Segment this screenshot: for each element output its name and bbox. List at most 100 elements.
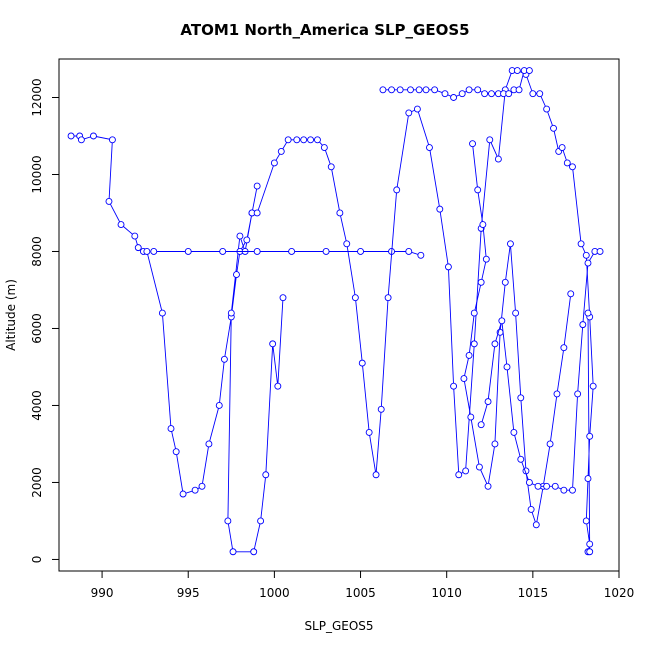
- data-point: [501, 278, 509, 286]
- data-point: [586, 548, 594, 556]
- data-point: [134, 244, 142, 252]
- data-point: [172, 448, 180, 456]
- data-point: [517, 455, 525, 463]
- data-point: [415, 86, 423, 94]
- data-point: [574, 390, 582, 398]
- data-point: [550, 124, 557, 132]
- data-point: [233, 271, 240, 279]
- data-point: [426, 144, 433, 151]
- data-point: [475, 463, 483, 471]
- x-tick-label: 1015: [518, 586, 549, 600]
- chart-title: ATOM1 North_America SLP_GEOS5: [180, 21, 469, 39]
- data-point: [488, 90, 495, 98]
- data-point: [393, 186, 401, 194]
- data-point: [191, 486, 199, 494]
- data-point: [584, 259, 592, 267]
- x-tick-label: 995: [177, 586, 200, 600]
- data-point: [431, 86, 439, 94]
- data-series-4: [379, 67, 533, 101]
- data-point: [293, 136, 301, 144]
- y-tick-label: 4000: [30, 390, 44, 421]
- data-point: [546, 440, 554, 448]
- data-point: [543, 482, 551, 490]
- data-point: [377, 405, 385, 413]
- data-point: [560, 344, 568, 352]
- data-point: [567, 290, 575, 298]
- data-point: [336, 209, 344, 217]
- data-series-3: [253, 67, 597, 556]
- data-point: [322, 248, 330, 255]
- y-axis-label: Altitude (m): [4, 279, 18, 351]
- data-point: [579, 321, 587, 329]
- data-point: [143, 248, 151, 255]
- data-point: [229, 548, 237, 556]
- data-point: [481, 90, 489, 98]
- series-layer: [67, 67, 604, 556]
- data-point: [558, 144, 566, 151]
- data-point: [586, 540, 594, 548]
- data-point: [532, 521, 540, 529]
- data-point: [484, 398, 492, 406]
- data-point: [560, 486, 568, 494]
- data-point: [358, 359, 366, 367]
- data-point: [372, 471, 380, 479]
- data-point: [470, 309, 478, 317]
- data-point: [450, 382, 458, 390]
- data-point: [105, 197, 113, 205]
- data-point: [300, 136, 308, 144]
- data-point: [227, 309, 235, 317]
- data-point: [460, 375, 468, 382]
- data-point: [250, 548, 258, 556]
- data-point: [486, 136, 494, 144]
- data-point: [269, 340, 277, 348]
- data-point: [257, 517, 265, 525]
- data-point: [236, 232, 244, 240]
- data-point: [314, 136, 321, 144]
- x-axis: 990 995 1000 1005 1010 1015 1020: [91, 570, 634, 600]
- data-point: [436, 205, 444, 213]
- data-point: [150, 248, 158, 255]
- data-point: [158, 309, 166, 317]
- data-point: [553, 390, 561, 398]
- data-point: [498, 317, 506, 325]
- data-point: [477, 421, 485, 429]
- data-point: [515, 86, 523, 94]
- data-point: [484, 482, 492, 490]
- data-point: [477, 278, 485, 286]
- data-point: [253, 182, 261, 190]
- data-point: [179, 490, 187, 498]
- data-point: [184, 248, 192, 255]
- data-series-6: [477, 248, 604, 494]
- data-point: [215, 402, 223, 409]
- data-point: [586, 432, 594, 440]
- data-point: [525, 479, 533, 486]
- data-point: [596, 248, 604, 255]
- data-point: [525, 67, 533, 74]
- data-point: [505, 90, 513, 98]
- data-point: [569, 163, 576, 171]
- data-point: [327, 163, 335, 171]
- data-point: [534, 482, 542, 490]
- y-axis: 0 2000 4000 6000 8000 10000 12000: [30, 78, 60, 563]
- data-point: [458, 90, 466, 98]
- data-point: [474, 86, 482, 94]
- data-point: [543, 105, 551, 113]
- data-point: [67, 132, 75, 140]
- data-point: [536, 90, 544, 98]
- data-point: [517, 394, 525, 402]
- data-point: [413, 105, 421, 113]
- data-point: [563, 159, 571, 167]
- data-point: [253, 209, 261, 217]
- data-point: [384, 294, 392, 302]
- x-tick-label: 990: [91, 586, 114, 600]
- x-tick-label: 1010: [431, 586, 462, 600]
- data-point: [117, 221, 125, 228]
- data-point: [582, 251, 590, 259]
- data-point: [379, 86, 387, 94]
- data-point: [465, 351, 473, 359]
- data-point: [405, 109, 413, 117]
- data-point: [441, 90, 449, 98]
- plot-frame: [58, 58, 620, 572]
- data-point: [491, 440, 499, 448]
